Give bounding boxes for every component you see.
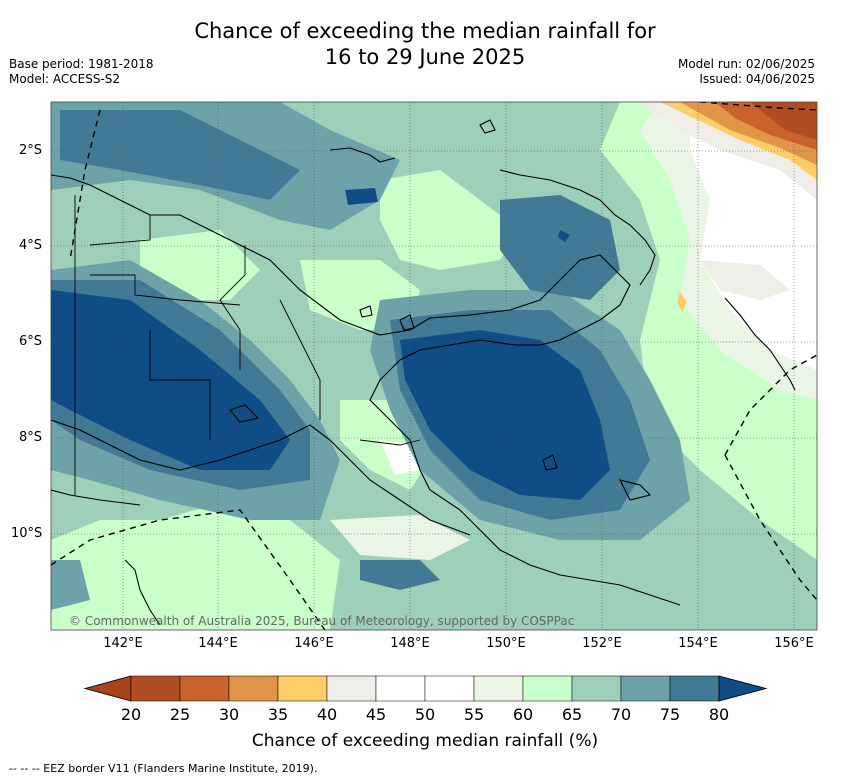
colorbar-tick: 70 [610,705,632,724]
map-frame [50,101,818,631]
lon-tick: 152°E [582,636,622,651]
colorbar-tick: 35 [267,705,289,724]
colorbar-cell [179,675,230,702]
lat-tick: 10°S [11,526,43,541]
colorbar-tick: 45 [365,705,387,724]
colorbar-cell [669,675,720,702]
colorbar-tick: 20 [120,705,142,724]
colorbar-tick: 60 [512,705,534,724]
lat-tick: 6°S [19,334,43,349]
colorbar-cell [228,675,279,702]
colorbar-tick: 40 [316,705,338,724]
colorbar-cell [130,675,181,702]
colorbar-tick: 25 [169,705,191,724]
lat-tick: 2°S [19,143,43,158]
lon-tick: 154°E [678,636,718,651]
lon-tick: 148°E [390,636,430,651]
coastlines [51,119,796,626]
colorbar-cell [375,675,426,702]
borders [74,195,421,495]
colorbar-cell [620,675,671,702]
model-run: Model run: 02/06/2025 [677,57,815,71]
lon-tick: 156°E [774,636,814,651]
colorbar-cell [326,675,377,702]
colorbar-cell [473,675,524,702]
eez-legend-note: -- -- -- EEZ border V11 (Flanders Marine… [9,762,318,775]
issued-date: Issued: 04/06/2025 [699,72,815,86]
base-period: Base period: 1981-2018 [9,57,154,71]
lon-tick: 144°E [198,636,238,651]
lon-tick: 146°E [294,636,334,651]
copyright-notice: © Commonwealth of Australia 2025, Bureau… [69,614,575,628]
colorbar-cell [424,675,475,702]
model-name: Model: ACCESS-S2 [9,72,121,86]
colorbar-tick: 55 [463,705,485,724]
colorbar-tick: 65 [561,705,583,724]
colorbar-label: Chance of exceeding median rainfall (%) [251,731,599,751]
colorbar-cell [522,675,573,702]
colorbar-cell [571,675,622,702]
lat-tick: 8°S [19,430,43,445]
meta-left: Base period: 1981-2018 Model: ACCESS-S2 [9,57,154,87]
graticule [51,102,817,630]
meta-right: Model run: 02/06/2025 Issued: 04/06/2025 [678,57,815,87]
colorbar-tick: 30 [218,705,240,724]
title-line-1: Chance of exceeding the median rainfall … [194,19,656,43]
colorbar-tick: 80 [708,705,730,724]
colorbar-cell [277,675,328,702]
title-line-2: 16 to 29 June 2025 [324,45,526,69]
map-title: Chance of exceeding the median rainfall … [0,18,850,70]
colorbar-arrow-high [718,675,768,702]
eez-border [51,102,817,630]
lon-tick: 150°E [486,636,526,651]
colorbar-arrow-low [83,675,132,702]
colorbar-tick: 75 [659,705,681,724]
lat-tick: 4°S [19,238,43,253]
lon-tick: 142°E [103,636,143,651]
colorbar-tick: 50 [414,705,436,724]
